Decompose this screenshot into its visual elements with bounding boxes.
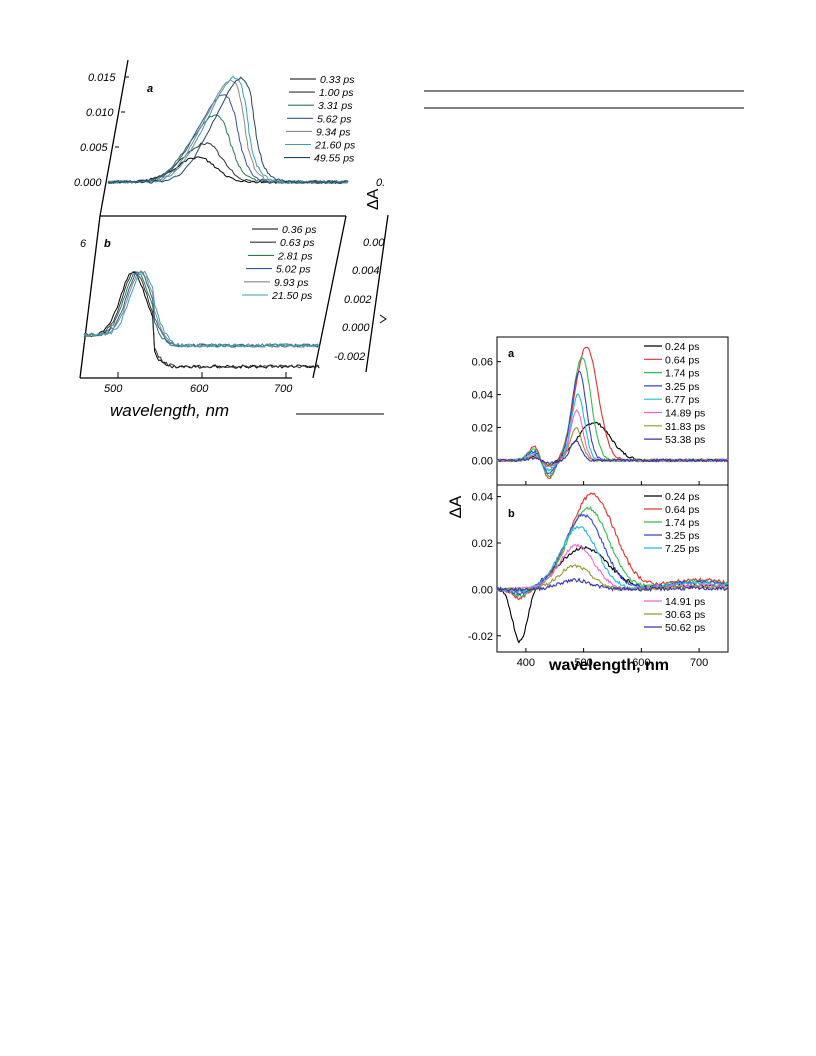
left-a-legend-entry: 1.00 ps: [319, 87, 354, 99]
panel-b-series: [496, 492, 729, 644]
legend-entry: 0.64 ps: [665, 504, 699, 516]
left-partial-ytick: 0.002: [344, 294, 372, 306]
series-line: [496, 543, 728, 593]
series-line: [496, 525, 729, 594]
left-partial-ylabel: ΔA: [365, 188, 382, 210]
panel-a-label: a: [508, 348, 515, 360]
left-right-frame: [312, 215, 347, 379]
left-a-legend-entry: 49.55 ps: [314, 153, 355, 165]
left-partial-ytick: 0.000: [342, 322, 370, 334]
left-a-legend-entry: 21.60 ps: [314, 140, 356, 152]
left-a-series-line: [107, 156, 349, 185]
left-a-series-line: [107, 76, 349, 184]
panel-b-frame: [496, 484, 729, 653]
legend-entry: 30.63 ps: [665, 609, 705, 621]
left-partial-ytick: 0.: [376, 177, 385, 189]
left-a-ytick-label: 0.005: [80, 142, 108, 154]
y-tick-label: 0.06: [472, 357, 493, 369]
legend-entry: 14.91 ps: [665, 596, 705, 608]
left-b-legend-entry: 5.02 ps: [276, 264, 311, 276]
legend-entry: 0.24 ps: [665, 491, 699, 503]
left-b-ytick-partial: 6: [80, 238, 87, 250]
left-b-legend-entry: 21.50 ps: [271, 290, 313, 302]
left-partial-curve-fragment: [379, 314, 387, 324]
legend-entry: 3.25 ps: [665, 381, 699, 393]
y-tick-label: 0.04: [472, 390, 493, 402]
y-tick-label: 0.02: [472, 538, 493, 550]
left-a-legend-entry: 5.62 ps: [317, 113, 352, 125]
left-panel-a-y-axis: [99, 59, 129, 217]
left-a-ytick-label: 0.010: [86, 107, 114, 119]
series-line: [496, 577, 729, 593]
x-axis-title: wavelength, nm: [548, 657, 669, 674]
left-xtick-label: 700: [274, 383, 293, 395]
legend-entry: 31.83 ps: [665, 421, 705, 433]
legend-entry: 6.77 ps: [665, 394, 699, 406]
left-panel-a-label: a: [147, 83, 153, 95]
left-panel-b-curves: [83, 270, 320, 369]
left-partial-ytick: -0.002: [334, 351, 365, 363]
panel-a-axes: 0.00 0.02 0.04 0.06: [472, 357, 700, 485]
panel-b-legend: 0.24 ps0.64 ps1.74 ps3.25 ps7.25 ps 14.91…: [644, 491, 705, 634]
left-b-legend-entry: 0.36 ps: [282, 224, 317, 236]
y-tick-label: 0.04: [472, 492, 493, 504]
left-partial-ytick: 0.00: [363, 237, 385, 249]
left-a-ytick-label: 0.000: [74, 177, 102, 189]
legend-entry: 53.38 ps: [665, 434, 705, 446]
y-tick-label: 0.00: [472, 455, 493, 467]
left-b-legend-entry: 2.81 ps: [277, 250, 313, 262]
left-xtick-label: 500: [104, 383, 123, 395]
left-skewed-figure: 0.015 0.010 0.005 0.000 a b 6 500 600 70…: [74, 59, 389, 420]
panel-a-series: [496, 346, 729, 480]
x-tick-label: 700: [690, 657, 708, 669]
left-panel-a-y-ticks: 0.015 0.010 0.005 0.000: [74, 72, 129, 189]
left-a-ytick-label: 0.015: [88, 72, 116, 84]
left-xtick-label: 600: [190, 383, 209, 395]
panel-a-legend: 0.24 ps0.64 ps 1.74 ps3.25 ps6.77 ps 14.89…: [644, 341, 705, 446]
left-a-series-line: [108, 94, 349, 185]
y-axis-title: ΔA: [446, 495, 465, 518]
left-panel-b-legend: 0.36 ps0.63 ps2.81 ps 5.02 ps9.93 ps21.50…: [242, 224, 317, 302]
left-b-series-line: [83, 271, 320, 369]
legend-entry: 50.62 ps: [665, 622, 705, 634]
x-tick-label: 500: [574, 657, 592, 669]
left-panel-b-y-axis: [79, 215, 101, 379]
left-panel-b-label: b: [104, 238, 111, 250]
y-tick-label: 0.02: [472, 422, 493, 434]
left-b-legend-entry: 0.63 ps: [280, 237, 315, 249]
legend-entry: 0.64 ps: [665, 354, 699, 366]
legend-entry: 1.74 ps: [665, 368, 699, 380]
left-panel-a-curves: [107, 75, 349, 185]
right-figure: 0.00 0.02 0.04 0.06 -0.02 0.00 0.02 0.04 400 500…: [446, 336, 729, 674]
series-line: [497, 440, 729, 466]
left-b-legend-entry: 9.93 ps: [274, 277, 309, 289]
panel-b-label: b: [508, 508, 515, 520]
series-line: [496, 492, 729, 601]
left-partial-ytick: 0.004: [352, 265, 380, 277]
x-tick-label: 600: [632, 657, 650, 669]
legend-entry: 3.25 ps: [665, 530, 699, 542]
x-tick-label: 400: [517, 657, 535, 669]
y-tick-label: 0.00: [472, 584, 493, 596]
left-a-series-line: [107, 79, 349, 185]
legend-entry: 0.24 ps: [665, 341, 699, 353]
left-a-series-line: [107, 142, 349, 185]
panel-b-axes: -0.02 0.00 0.02 0.04 400 500 600 700: [468, 492, 708, 669]
left-x-axis-title: wavelength, nm: [110, 401, 229, 420]
left-x-ticks: 500 600 700: [104, 372, 293, 395]
y-tick-label: -0.02: [468, 631, 493, 643]
left-a-legend-entry: 3.31 ps: [318, 100, 353, 112]
left-b-series-line: [83, 270, 320, 348]
legend-entry: 1.74 ps: [665, 517, 699, 529]
left-panel-a-legend: 0.33 ps1.00 ps3.31 ps5.62 ps9.34 ps 21.60…: [284, 74, 356, 165]
legend-entry: 14.89 ps: [665, 408, 705, 420]
left-a-series-line: [107, 114, 348, 185]
left-a-legend-entry: 0.33 ps: [320, 74, 355, 86]
left-a-legend-entry: 9.34 ps: [316, 126, 351, 138]
legend-entry: 7.25 ps: [665, 543, 699, 555]
left-b-series-line: [83, 270, 320, 349]
left-partial-axis: [365, 214, 389, 373]
